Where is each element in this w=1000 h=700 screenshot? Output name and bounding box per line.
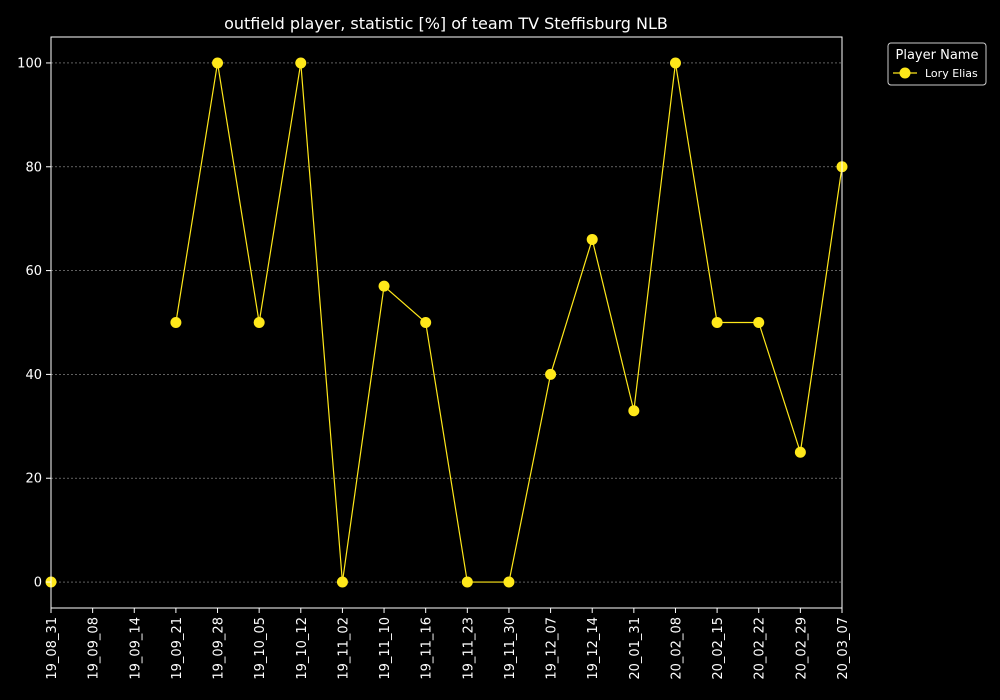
x-tick-label: 19_08_31 — [45, 617, 60, 680]
legend: Player Name Lory Elias — [887, 42, 987, 86]
data-point-lory-elias — [794, 446, 806, 458]
data-point-lory-elias — [628, 405, 640, 417]
data-point-lory-elias — [170, 317, 182, 328]
plot-frame — [50, 36, 843, 609]
axes: 0 20 40 60 80 100 19_08_31 19_09_08 19_09_14 19_0… — [17, 36, 851, 680]
x-tick-label: 19_09_28 — [212, 617, 227, 680]
legend-box — [887, 42, 987, 86]
x-tick-label: 20_01_31 — [628, 617, 643, 680]
data-point-lory-elias — [295, 57, 307, 69]
data-point-lory-elias — [669, 57, 681, 69]
data-point-lory-elias — [503, 576, 515, 588]
x-tick-label: 19_11_16 — [420, 617, 435, 680]
data-point-lory-elias — [753, 317, 765, 328]
legend-marker-lory-elias — [899, 67, 911, 79]
y-tick-label: 80 — [25, 160, 42, 175]
x-tick-label: 19_11_23 — [461, 617, 476, 680]
x-tick-label: 19_09_14 — [128, 617, 143, 680]
data-point-lory-elias — [420, 317, 432, 328]
x-tick-label: 19_12_14 — [586, 617, 601, 680]
data-point-lory-elias — [461, 576, 473, 588]
y-tick-label: 0 — [34, 576, 42, 591]
x-tick-label: 19_11_10 — [378, 617, 393, 680]
x-tick-label: 20_02_29 — [794, 617, 809, 680]
y-tick-label: 40 — [25, 368, 42, 383]
data-point-lory-elias — [545, 368, 557, 380]
x-tick-label: 19_11_02 — [336, 617, 351, 680]
x-tick-label: 20_03_07 — [836, 617, 851, 680]
x-tick-label: 19_11_30 — [503, 617, 518, 680]
x-tick-label: 19_10_12 — [295, 617, 310, 680]
y-tick-label: 100 — [17, 56, 42, 71]
data-point-lory-elias — [253, 317, 265, 328]
x-tick-label: 20_02_22 — [753, 617, 768, 680]
x-tick-label: 19_10_05 — [253, 617, 268, 680]
legend-title: Player Name — [896, 48, 979, 63]
chart-title: outfield player, statistic [%] of team T… — [224, 14, 668, 33]
legend-label-lory-elias: Lory Elias — [925, 67, 978, 80]
data-point-lory-elias — [336, 576, 348, 588]
y-tick-label: 60 — [25, 264, 42, 279]
y-tick-label: 20 — [25, 472, 42, 487]
x-tick-label: 19_09_08 — [87, 617, 102, 680]
x-tick-label: 20_02_08 — [669, 617, 684, 680]
data-point-lory-elias — [212, 57, 224, 69]
data-point-lory-elias — [378, 280, 390, 292]
x-tick-label: 19_12_07 — [545, 617, 560, 680]
series-layer — [45, 57, 848, 588]
x-tick-label: 19_09_21 — [170, 617, 185, 680]
x-tick-label: 20_02_15 — [711, 617, 726, 680]
data-point-lory-elias — [711, 317, 723, 328]
data-point-lory-elias — [586, 233, 598, 245]
